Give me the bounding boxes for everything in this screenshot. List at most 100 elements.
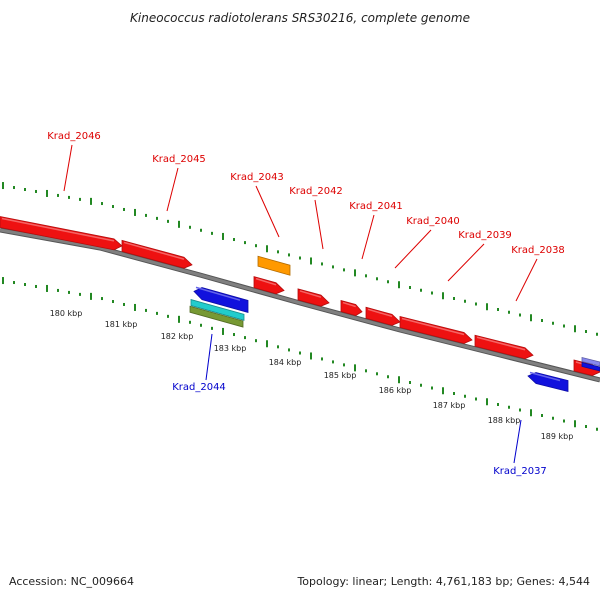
scale-tick bbox=[123, 302, 125, 306]
olive-feature-body bbox=[189, 305, 244, 328]
scale-tick bbox=[79, 197, 81, 201]
gene-label: Krad_2044 bbox=[172, 382, 226, 393]
genome-backbone bbox=[0, 227, 600, 383]
gene-krad-2038-highlight bbox=[476, 336, 526, 351]
gene-labels: Krad_2046 Krad_2045 Krad_2043 Krad_2042 Krad… bbox=[47, 131, 565, 477]
scale-tick bbox=[552, 416, 554, 420]
scale-tick bbox=[68, 195, 70, 199]
scale-tick bbox=[167, 219, 169, 223]
scale-tick bbox=[2, 277, 4, 285]
gene-krad-2041 bbox=[340, 300, 363, 316]
scale-tick bbox=[387, 375, 389, 379]
leader-line bbox=[63, 144, 73, 192]
scale-tick bbox=[35, 284, 37, 288]
scale-tick bbox=[112, 205, 114, 209]
scale-tick bbox=[222, 327, 224, 335]
scale-tick bbox=[24, 283, 26, 286]
scale-tick bbox=[343, 363, 345, 367]
leader-line bbox=[166, 167, 179, 212]
scale-tick bbox=[475, 302, 477, 306]
scale-tick bbox=[299, 256, 301, 260]
scale-tick bbox=[57, 288, 59, 292]
tick-label: 186 kbp bbox=[379, 386, 412, 395]
gene-krad-2043-highlight bbox=[255, 277, 277, 286]
tick-label: 189 kbp bbox=[541, 432, 574, 441]
scale-tick bbox=[585, 425, 587, 428]
scale-tick bbox=[255, 339, 257, 343]
gene-krad-2037-highlight bbox=[529, 371, 561, 382]
scale-tick bbox=[13, 281, 15, 285]
gene-label: Krad_2043 bbox=[230, 172, 284, 183]
scale-tick bbox=[79, 292, 81, 296]
scale-tick bbox=[464, 299, 466, 303]
gene-label: Krad_2041 bbox=[349, 201, 403, 212]
scale-tick bbox=[2, 182, 4, 190]
scale-tick bbox=[178, 220, 180, 228]
scale-tick bbox=[376, 277, 378, 281]
gene-features bbox=[0, 216, 600, 393]
scale-tick bbox=[585, 330, 587, 333]
scale-tick bbox=[189, 225, 191, 229]
map-title: Kineococcus radiotolerans SRS30216, comp… bbox=[130, 11, 470, 25]
scale-tick bbox=[233, 333, 235, 337]
scale-tick bbox=[310, 257, 312, 265]
scale-tick bbox=[497, 403, 499, 406]
scale-tick bbox=[387, 280, 389, 284]
scale-tick bbox=[277, 345, 279, 349]
gene-krad-2043 bbox=[253, 276, 285, 295]
scale-tick bbox=[343, 268, 345, 272]
scale-tick bbox=[541, 414, 543, 417]
scale-tick bbox=[255, 244, 257, 248]
scale-tick bbox=[508, 405, 510, 409]
scale-tick bbox=[134, 208, 136, 216]
scale-tick bbox=[211, 326, 213, 330]
accession-text: Accession: NC_009664 bbox=[9, 575, 134, 588]
gene-krad-2037 bbox=[527, 371, 569, 393]
orange-feature bbox=[257, 255, 291, 276]
scale-tick bbox=[332, 265, 334, 269]
scale-tick bbox=[178, 315, 180, 323]
scale-tick bbox=[475, 397, 477, 401]
scale-tick bbox=[409, 286, 411, 289]
scale-tick bbox=[222, 232, 224, 240]
scale-tick bbox=[211, 231, 213, 235]
olive-feature bbox=[189, 305, 244, 328]
leader-line bbox=[515, 258, 538, 302]
scale-tick bbox=[310, 352, 312, 360]
gene-krad-2046-highlight bbox=[1, 217, 115, 242]
scale-tick bbox=[574, 325, 576, 333]
scale-tick bbox=[398, 281, 400, 289]
scale-tick bbox=[574, 420, 576, 428]
gene-krad-2040 bbox=[365, 306, 401, 326]
scale-tick bbox=[123, 207, 125, 211]
scale-tick bbox=[530, 409, 532, 417]
scale-tick bbox=[156, 311, 158, 315]
gene-krad-2044 bbox=[193, 286, 249, 313]
gene-label: Krad_2039 bbox=[458, 230, 512, 241]
scale-tick bbox=[145, 308, 147, 312]
scale-tick bbox=[398, 376, 400, 384]
gene-krad-2044-highlight bbox=[195, 286, 241, 301]
gene-krad-2039 bbox=[399, 315, 473, 344]
scale-tick bbox=[57, 193, 59, 197]
scale-tick bbox=[101, 202, 103, 206]
scale-tick bbox=[24, 188, 26, 191]
scale-tick bbox=[354, 364, 356, 372]
tick-label: 187 kbp bbox=[433, 401, 466, 410]
scale-tick bbox=[486, 303, 488, 311]
scale-tick bbox=[376, 372, 378, 376]
scale-tick bbox=[497, 308, 499, 311]
scale-tick bbox=[530, 314, 532, 322]
edge-feature-1 bbox=[581, 356, 600, 367]
scale-tick bbox=[541, 319, 543, 322]
edge-feature-2 bbox=[581, 361, 600, 372]
scale-tick bbox=[453, 297, 455, 300]
genome-stats-text: Topology: linear; Length: 4,761,183 bp; … bbox=[296, 575, 590, 588]
scale-tick bbox=[420, 383, 422, 387]
gene-krad-2045 bbox=[121, 239, 193, 269]
scale-tick bbox=[46, 284, 48, 292]
scale-tick bbox=[365, 369, 367, 373]
scale-tick bbox=[90, 292, 92, 300]
scale-tick bbox=[299, 351, 301, 355]
